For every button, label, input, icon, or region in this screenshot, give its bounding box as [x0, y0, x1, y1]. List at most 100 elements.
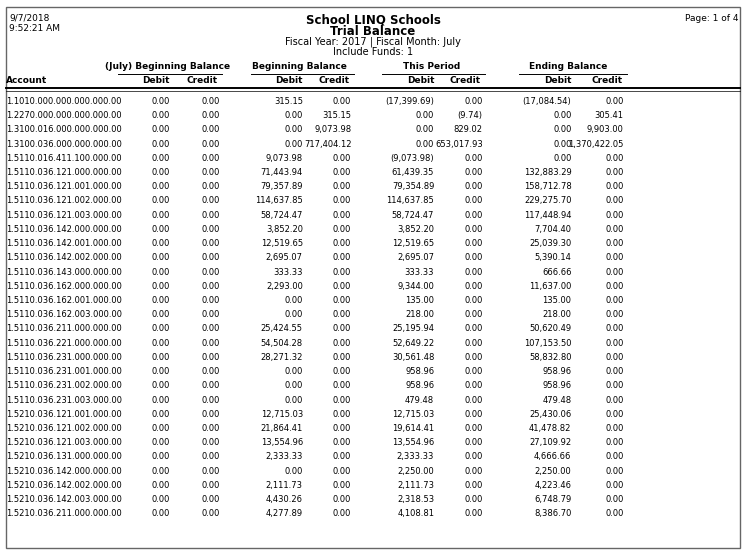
Text: 0.00: 0.00: [333, 438, 351, 447]
Text: 479.48: 479.48: [542, 396, 571, 404]
Text: 0.00: 0.00: [464, 509, 483, 518]
Text: 0.00: 0.00: [605, 325, 624, 333]
Text: 0.00: 0.00: [284, 396, 303, 404]
Text: 2,293.00: 2,293.00: [266, 282, 303, 291]
Text: 653,017.93: 653,017.93: [435, 139, 483, 149]
Text: 0.00: 0.00: [151, 97, 170, 106]
Text: 0.00: 0.00: [151, 268, 170, 277]
Text: 0.00: 0.00: [605, 154, 624, 163]
Text: 0.00: 0.00: [201, 452, 220, 461]
Text: 0.00: 0.00: [151, 424, 170, 433]
Text: 0.00: 0.00: [605, 424, 624, 433]
Text: 0.00: 0.00: [333, 253, 351, 262]
Text: 0.00: 0.00: [464, 452, 483, 461]
Text: 218.00: 218.00: [405, 310, 434, 319]
Text: 0.00: 0.00: [151, 410, 170, 419]
Text: 0.00: 0.00: [151, 339, 170, 348]
Text: 0.00: 0.00: [333, 353, 351, 362]
Text: 0.00: 0.00: [333, 268, 351, 277]
Text: 21,864.41: 21,864.41: [260, 424, 303, 433]
Text: 0.00: 0.00: [464, 225, 483, 234]
Text: 58,724.47: 58,724.47: [260, 210, 303, 220]
Text: 0.00: 0.00: [333, 495, 351, 504]
Text: 958.96: 958.96: [405, 367, 434, 376]
Text: 0.00: 0.00: [333, 396, 351, 404]
Text: 0.00: 0.00: [151, 310, 170, 319]
Text: 0.00: 0.00: [333, 452, 351, 461]
Text: 1.5110.036.231.003.000.00: 1.5110.036.231.003.000.00: [6, 396, 122, 404]
Text: 0.00: 0.00: [151, 126, 170, 134]
Text: Include Funds: 1: Include Funds: 1: [333, 47, 413, 57]
Text: Credit: Credit: [186, 76, 218, 85]
Text: 0.00: 0.00: [464, 253, 483, 262]
Text: 0.00: 0.00: [553, 154, 571, 163]
Text: 0.00: 0.00: [151, 495, 170, 504]
Text: 0.00: 0.00: [201, 310, 220, 319]
Text: 0.00: 0.00: [605, 396, 624, 404]
Text: (July) Beginning Balance: (July) Beginning Balance: [104, 62, 230, 71]
Text: 0.00: 0.00: [201, 197, 220, 206]
Text: 1.5110.036.142.001.000.00: 1.5110.036.142.001.000.00: [6, 239, 122, 248]
Text: 1.2270.000.000.000.000.00: 1.2270.000.000.000.000.00: [6, 111, 122, 120]
Text: 9:52:21 AM: 9:52:21 AM: [9, 24, 60, 33]
Text: 1.5210.036.131.000.000.00: 1.5210.036.131.000.000.00: [6, 452, 122, 461]
Text: 4,108.81: 4,108.81: [397, 509, 434, 518]
Text: 9,073.98: 9,073.98: [314, 126, 351, 134]
Text: 0.00: 0.00: [151, 182, 170, 191]
Text: 0.00: 0.00: [333, 168, 351, 177]
Text: 0.00: 0.00: [333, 509, 351, 518]
Text: 0.00: 0.00: [605, 253, 624, 262]
Text: 0.00: 0.00: [151, 481, 170, 490]
Text: 666.66: 666.66: [542, 268, 571, 277]
Text: 315.15: 315.15: [274, 97, 303, 106]
Text: 114,637.85: 114,637.85: [255, 197, 303, 206]
Text: 41,478.82: 41,478.82: [529, 424, 571, 433]
Text: 958.96: 958.96: [542, 367, 571, 376]
Text: 0.00: 0.00: [333, 467, 351, 476]
Text: 0.00: 0.00: [333, 225, 351, 234]
Text: 12,715.03: 12,715.03: [260, 410, 303, 419]
Text: 0.00: 0.00: [284, 367, 303, 376]
Text: 0.00: 0.00: [464, 367, 483, 376]
Text: 0.00: 0.00: [605, 509, 624, 518]
Text: Trial Balance: Trial Balance: [330, 25, 416, 38]
Text: 0.00: 0.00: [333, 410, 351, 419]
Text: 0.00: 0.00: [201, 210, 220, 220]
Text: 9/7/2018: 9/7/2018: [9, 14, 49, 23]
Text: 0.00: 0.00: [284, 296, 303, 305]
Text: 0.00: 0.00: [201, 268, 220, 277]
Text: 0.00: 0.00: [605, 467, 624, 476]
Text: 218.00: 218.00: [542, 310, 571, 319]
Text: 0.00: 0.00: [464, 467, 483, 476]
Text: 0.00: 0.00: [416, 126, 434, 134]
Text: 0.00: 0.00: [605, 495, 624, 504]
Text: 0.00: 0.00: [151, 296, 170, 305]
Text: Account: Account: [6, 76, 47, 85]
Text: 0.00: 0.00: [151, 197, 170, 206]
Text: 1.5110.036.121.002.000.00: 1.5110.036.121.002.000.00: [6, 197, 122, 206]
Text: 0.00: 0.00: [151, 353, 170, 362]
Text: 25,424.55: 25,424.55: [261, 325, 303, 333]
Text: 1.5110.036.142.002.000.00: 1.5110.036.142.002.000.00: [6, 253, 122, 262]
Text: 1.5110.036.211.000.000.00: 1.5110.036.211.000.000.00: [6, 325, 122, 333]
Text: 135.00: 135.00: [542, 296, 571, 305]
Text: Credit: Credit: [318, 76, 349, 85]
Text: 0.00: 0.00: [151, 168, 170, 177]
Text: 25,195.94: 25,195.94: [392, 325, 434, 333]
Text: 0.00: 0.00: [151, 467, 170, 476]
Text: 0.00: 0.00: [464, 210, 483, 220]
Text: 0.00: 0.00: [464, 495, 483, 504]
Text: 0.00: 0.00: [201, 168, 220, 177]
Text: 0.00: 0.00: [605, 268, 624, 277]
Text: 1.5110.036.162.003.000.00: 1.5110.036.162.003.000.00: [6, 310, 122, 319]
Text: 8,386.70: 8,386.70: [534, 509, 571, 518]
Text: Debit: Debit: [407, 76, 434, 85]
Text: 1.5110.036.143.000.000.00: 1.5110.036.143.000.000.00: [6, 268, 122, 277]
Text: 50,620.49: 50,620.49: [530, 325, 571, 333]
Text: 30,561.48: 30,561.48: [392, 353, 434, 362]
Text: 0.00: 0.00: [201, 339, 220, 348]
Text: 0.00: 0.00: [151, 282, 170, 291]
Text: 4,277.89: 4,277.89: [266, 509, 303, 518]
Text: 0.00: 0.00: [201, 509, 220, 518]
Text: 1.5110.036.142.000.000.00: 1.5110.036.142.000.000.00: [6, 225, 122, 234]
